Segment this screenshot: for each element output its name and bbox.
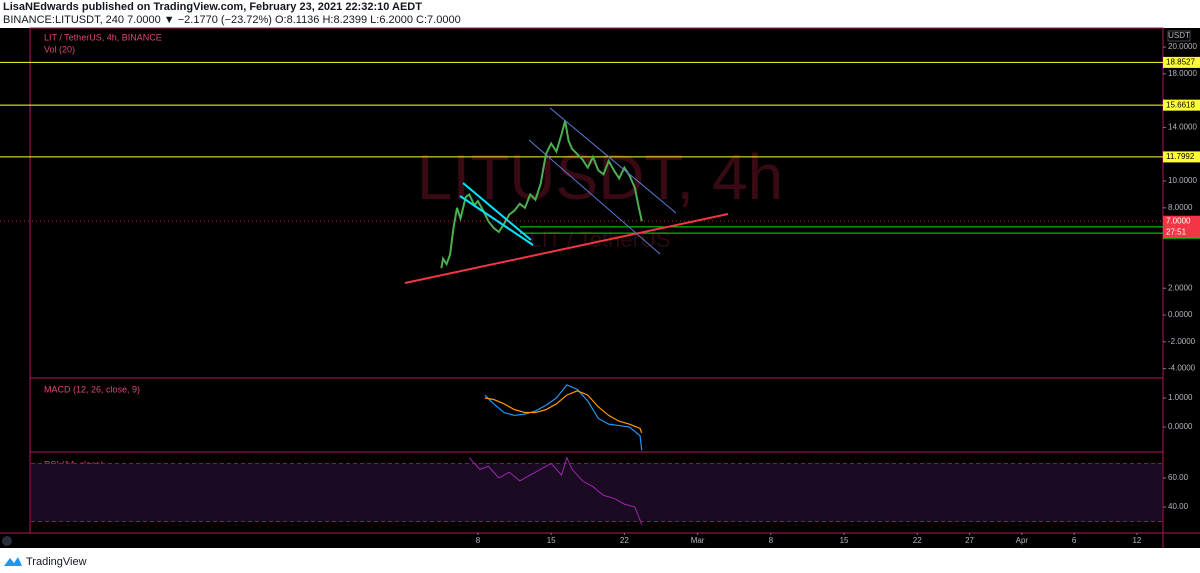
wedge-line <box>462 182 532 241</box>
y-tick-label: 8.0000 <box>1168 203 1193 212</box>
y-tick-label: 2.0000 <box>1168 283 1193 292</box>
y-tick-label: -4.0000 <box>1168 364 1196 373</box>
last-price: 7.0000 <box>1166 216 1191 225</box>
wedge-line <box>459 195 534 246</box>
y-tick-label: -2.0000 <box>1168 337 1196 346</box>
x-tick-label: 8 <box>476 536 481 545</box>
x-tick-label: Apr <box>1016 536 1029 545</box>
y-tick-label: 10.0000 <box>1168 176 1197 185</box>
level-label-bg <box>1163 151 1200 163</box>
y-tick-label: 20.0000 <box>1168 42 1197 51</box>
macd-line <box>484 390 643 434</box>
x-tick-label: 22 <box>913 536 922 545</box>
x-tick-label: 15 <box>840 536 849 545</box>
currency: USDT <box>1168 31 1190 40</box>
y-tick-label: 18.0000 <box>1168 69 1197 78</box>
main-pane <box>29 27 1164 379</box>
level-label: 11.7992 <box>1166 152 1195 161</box>
countdown: 27:51 <box>1166 227 1187 236</box>
footer-bg <box>0 548 1200 573</box>
x-tick-label: Mar <box>691 536 705 545</box>
y-tick-label: 0.0000 <box>1168 310 1193 319</box>
level-label-bg <box>1163 56 1200 68</box>
drawings <box>0 107 1163 284</box>
rsi-line <box>468 456 643 525</box>
x-tick-label: 8 <box>769 536 774 545</box>
y-tick-label: 14.0000 <box>1168 123 1197 132</box>
x-tick-label: 12 <box>1132 536 1141 545</box>
rsi-band <box>31 463 1162 522</box>
level-label-bg <box>1163 99 1200 111</box>
x-tick-label: 22 <box>620 536 629 545</box>
x-tick-label: 27 <box>965 536 974 545</box>
y-tick-label: 0.0000 <box>1168 422 1193 431</box>
trend-line <box>404 213 729 284</box>
y-tick-label: 60.00 <box>1168 473 1189 482</box>
last-price-bg <box>1163 215 1200 238</box>
level-label: 15.6618 <box>1166 100 1195 109</box>
x-tick-label: 6 <box>1072 536 1077 545</box>
y-tick-label: 40.00 <box>1168 502 1189 511</box>
currency-box <box>1167 30 1191 42</box>
volume-legend: Vol (20) <box>44 44 75 54</box>
price-line <box>440 120 643 269</box>
level-label: 18.8527 <box>1166 58 1195 67</box>
y-tick-label: 1.0000 <box>1168 393 1193 402</box>
brand: TradingView <box>26 556 87 568</box>
published-line: LisaNEdwards published on TradingView.co… <box>3 1 422 13</box>
channel-line <box>549 107 677 214</box>
header-bg <box>0 0 1200 28</box>
timezone-icon[interactable] <box>2 536 12 546</box>
x-tick-label: 15 <box>547 536 556 545</box>
channel-line <box>528 139 661 255</box>
legend: LIT / TetherUS, 4h, BINANCE <box>44 32 162 42</box>
quote-line: BINANCE:LITUSDT, 240 7.0000 ▼ −2.1770 (−… <box>3 14 461 26</box>
macd-line <box>484 384 643 451</box>
macd-title: MACD (12, 26, close, 9) <box>44 384 140 394</box>
logo <box>4 557 22 566</box>
